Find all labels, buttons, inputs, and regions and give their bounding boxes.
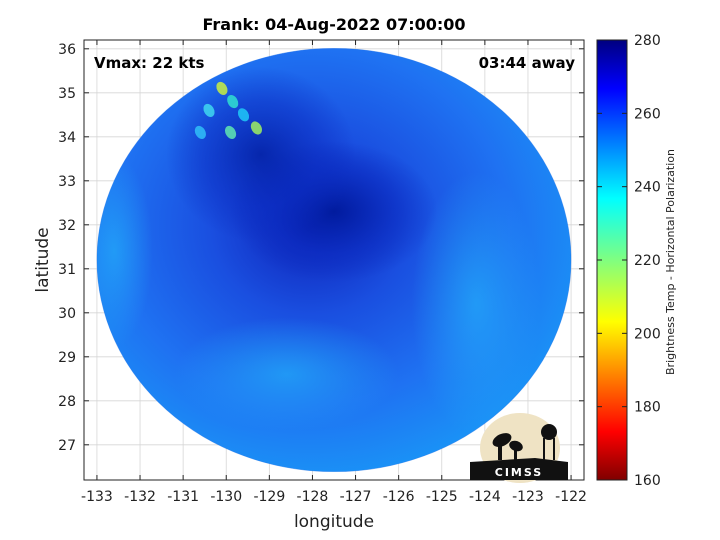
logo-text: CIMSS — [495, 466, 543, 479]
x-tick-label: -126 — [383, 489, 415, 505]
cimss-logo: CIMSS — [470, 413, 568, 483]
logo-ground — [470, 458, 568, 480]
y-tick-label: 32 — [58, 218, 76, 234]
y-tick-label: 36 — [58, 42, 76, 58]
x-tick-label: -129 — [253, 489, 285, 505]
x-tick-label: -128 — [297, 489, 329, 505]
warm-patch-nw — [194, 81, 262, 139]
light-region-w — [96, 154, 153, 348]
y-tick-label: 30 — [58, 306, 76, 322]
y-tick-label: 28 — [58, 394, 76, 410]
time-away-annotation: 03:44 away — [479, 54, 576, 72]
x-tick-label: -133 — [81, 489, 113, 505]
light-region-e — [411, 172, 541, 436]
x-tick-label: -125 — [426, 489, 458, 505]
dish-stand-2 — [514, 450, 517, 460]
colorbar-tick-label: 160 — [634, 473, 661, 489]
x-tick-label: -127 — [340, 489, 372, 505]
colorbar-tick-label: 280 — [634, 33, 661, 49]
x-tick-label: -124 — [469, 489, 501, 505]
x-axis-ticks: -133 -132 -131 -130 -129 -128 -127 -126 -125 -124… — [81, 40, 587, 505]
y-tick-label: 31 — [58, 262, 76, 278]
colorbar-tick-label: 260 — [634, 106, 661, 122]
y-tick-label: 35 — [58, 86, 76, 102]
x-tick-label: -131 — [167, 489, 199, 505]
y-tick-label: 33 — [58, 174, 76, 190]
swath-image — [96, 48, 572, 472]
tower-leg-2 — [553, 438, 555, 460]
colorbar-label: Brightness Temp - Horizontal Polarizatio… — [664, 149, 677, 375]
satellite-dish-icon — [492, 433, 512, 447]
y-axis-label: latitude — [33, 227, 53, 292]
warm-streak — [237, 108, 250, 122]
y-axis-ticks: 27 28 29 30 31 32 33 34 35 36 — [58, 42, 584, 454]
y-tick-label: 29 — [58, 350, 76, 366]
colorbar-tick-label: 220 — [634, 253, 661, 269]
colorbar-ticks: 280 260 240 220 200 180 160 — [597, 33, 661, 489]
plot-area: -133 -132 -131 -130 -129 -128 -127 -126 -125 -124… — [58, 39, 587, 505]
colorbar-tick-label: 180 — [634, 400, 661, 416]
tower-leg — [543, 438, 545, 460]
dish-stand — [498, 446, 502, 460]
x-tick-label: -130 — [210, 489, 242, 505]
x-axis-label: longitude — [294, 512, 374, 532]
satellite-dish-icon-2 — [509, 440, 523, 452]
colorbar-tick-label: 240 — [634, 180, 661, 196]
swath-edge — [96, 47, 572, 473]
warm-streak — [216, 81, 228, 95]
warm-streak — [224, 125, 237, 139]
vmax-annotation: Vmax: 22 kts — [94, 54, 204, 72]
x-tick-label: -122 — [555, 489, 587, 505]
y-tick-label: 27 — [58, 438, 76, 454]
warm-streak — [194, 125, 206, 139]
x-tick-label: -123 — [512, 489, 544, 505]
warm-streak — [203, 103, 215, 117]
cold-band-region — [165, 66, 356, 243]
warm-streak — [227, 95, 239, 109]
y-tick-label: 34 — [58, 130, 76, 146]
chart-title: Frank: 04-Aug-2022 07:00:00 — [202, 15, 465, 34]
water-tower-icon — [541, 424, 557, 440]
warm-streak — [250, 121, 262, 135]
colorbar: 280 260 240 220 200 180 160 Brightness Temp - … — [596, 33, 677, 489]
x-tick-label: -132 — [124, 489, 156, 505]
light-region-sw — [174, 317, 399, 432]
colorbar-tick-label: 200 — [634, 326, 661, 342]
